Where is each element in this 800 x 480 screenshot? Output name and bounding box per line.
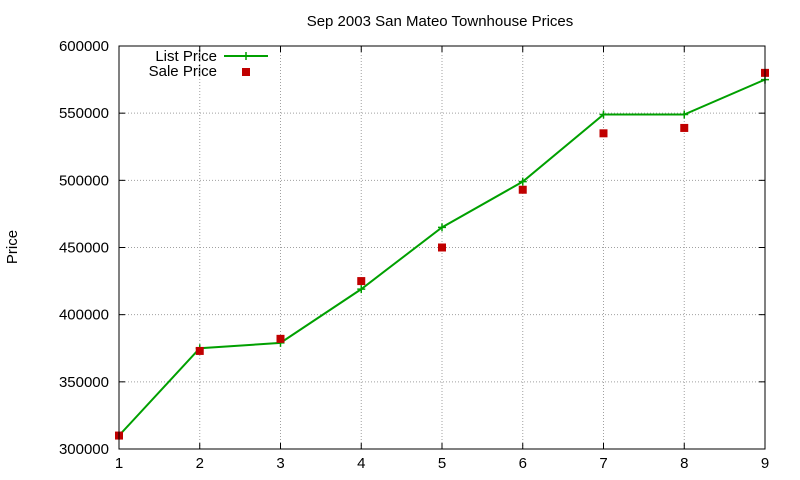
x-tick-label: 6 [519, 455, 527, 472]
plot-frame [118, 45, 766, 450]
y-tick-label: 450000 [59, 240, 109, 257]
sale-price-point [680, 123, 689, 132]
list-price-point [438, 223, 446, 232]
x-tick-label: 5 [438, 455, 446, 472]
x-tick-label: 4 [357, 455, 365, 472]
sale-price-point [438, 243, 446, 252]
legend-label-list-price: List Price [155, 48, 217, 65]
list-price-point [518, 177, 527, 186]
x-tick-label: 8 [680, 455, 688, 472]
y-tick-label: 550000 [59, 105, 109, 122]
y-tick-label: 500000 [59, 172, 109, 189]
legend-sale-price-marker [242, 68, 250, 76]
sale-price-point [518, 185, 527, 194]
y-tick-label: 600000 [59, 38, 109, 55]
x-tick-label: 7 [599, 455, 607, 472]
sale-price-point [276, 334, 285, 343]
y-tick-label: 400000 [59, 307, 109, 324]
y-tick-label: 300000 [59, 441, 109, 458]
y-axis-label: Price [4, 230, 21, 264]
chart-title: Sep 2003 San Mateo Townhouse Prices [307, 13, 574, 30]
ticks: 1 2 3 4 5 6 7 8 9 300000 350000 400000 450000 500000 5… [59, 38, 769, 472]
x-tick-label: 2 [196, 455, 204, 472]
list-price-point [357, 285, 366, 294]
list-price-point [599, 110, 608, 119]
sale-price-point [599, 129, 608, 138]
x-tick-label: 1 [115, 455, 123, 472]
legend-label-sale-price: Sale Price [149, 63, 217, 80]
y-tick-label: 350000 [59, 374, 109, 391]
x-tick-label: 3 [276, 455, 284, 472]
sale-price-point [195, 346, 204, 355]
legend [224, 52, 268, 76]
sale-price-point [357, 277, 366, 286]
list-price-point [680, 110, 689, 119]
x-tick-label: 9 [761, 455, 769, 472]
legend-list-price-marker [242, 52, 250, 60]
